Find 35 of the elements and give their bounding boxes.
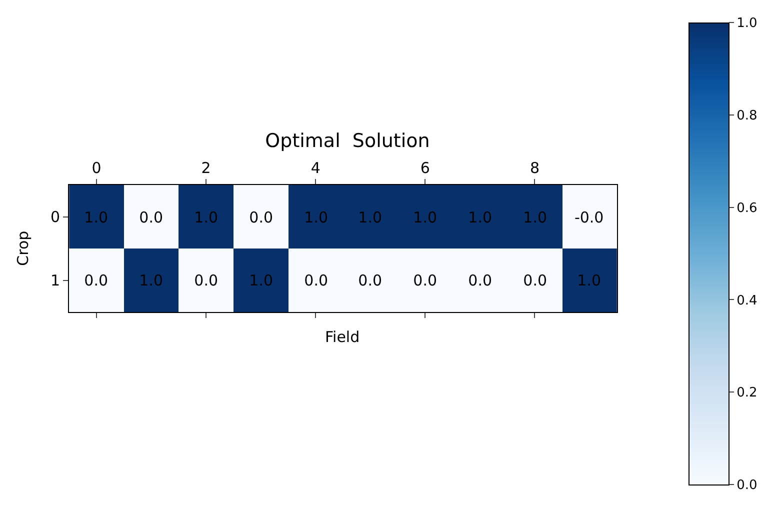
color-bar-label: 0.8 bbox=[736, 108, 758, 124]
x-tick-label: 0 bbox=[92, 159, 102, 177]
chart-title: Optimal Solution bbox=[265, 130, 430, 152]
x-tick-label: 4 bbox=[310, 159, 320, 177]
data-label: 1.0 bbox=[468, 208, 492, 226]
x-tick-label: 2 bbox=[201, 159, 211, 177]
y-axis-title: Crop bbox=[14, 230, 32, 266]
data-label: 0.0 bbox=[139, 208, 164, 226]
data-label: 1.0 bbox=[194, 208, 218, 226]
data-label: 0.0 bbox=[84, 271, 108, 290]
data-label: 1.0 bbox=[577, 271, 602, 290]
data-label: 0.0 bbox=[468, 271, 492, 290]
data-label: 1.0 bbox=[139, 271, 164, 290]
data-label: 0.0 bbox=[194, 271, 218, 290]
data-label: 1.0 bbox=[84, 208, 108, 226]
data-label: 0.0 bbox=[358, 271, 382, 290]
color-bar-label: 0.0 bbox=[736, 478, 758, 494]
color-bar-label: 0.2 bbox=[736, 386, 758, 401]
data-label: 0.0 bbox=[523, 271, 548, 290]
data-label: 1.0 bbox=[358, 208, 382, 226]
x-tick-label: 6 bbox=[420, 159, 430, 177]
x-tick-label: 8 bbox=[530, 159, 540, 177]
data-label: -0.0 bbox=[574, 208, 604, 226]
x-axis-title: Field bbox=[325, 328, 360, 346]
color-bar-label: 1.0 bbox=[736, 16, 758, 32]
color-bar-label: 0.4 bbox=[736, 293, 758, 308]
data-label: 1.0 bbox=[304, 208, 328, 226]
color-bar-label: 0.6 bbox=[736, 200, 758, 216]
data-label: 0.0 bbox=[249, 208, 274, 226]
data-label: 0.0 bbox=[304, 271, 328, 290]
data-label: 1.0 bbox=[249, 271, 274, 290]
y-tick-label: 1 bbox=[50, 272, 60, 290]
data-label: 1.0 bbox=[413, 208, 438, 226]
data-label: 1.0 bbox=[523, 208, 548, 226]
data-label: 0.0 bbox=[413, 271, 438, 290]
